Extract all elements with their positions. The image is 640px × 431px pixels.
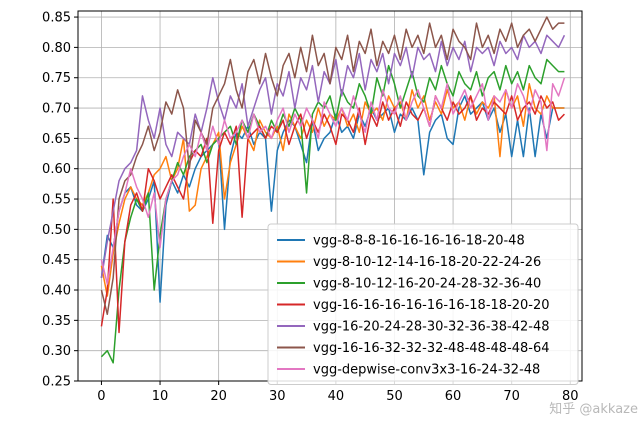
y-tick-label: 0.45 [42, 253, 71, 268]
y-tick-label: 0.40 [42, 284, 71, 299]
series-line-7 [100, 77, 566, 285]
x-tick-label: 0 [97, 389, 105, 404]
y-tick-label: 0.70 [42, 102, 71, 117]
x-tick-label: 20 [210, 389, 227, 404]
series-group [100, 16, 566, 364]
x-tick-label: 50 [386, 389, 403, 404]
watermark-text: 知乎 @akkaze [549, 401, 638, 417]
y-tick-label: 0.75 [42, 71, 71, 86]
legend-label-4: vgg-16-16-16-16-16-16-18-18-20-20 [313, 298, 550, 313]
legend: vgg-8-8-8-16-16-16-16-18-20-48 vgg-8-10-1… [267, 223, 579, 385]
x-tick-label: 80 [562, 389, 579, 404]
x-tick-label: 60 [445, 389, 462, 404]
legend-label-7: vgg-depwise-conv3x3-16-24-32-48 [313, 363, 540, 378]
legend-label-3: vgg-8-10-12-16-20-24-28-32-36-40 [313, 277, 541, 292]
y-tick-label: 0.25 [42, 375, 71, 390]
series-line-5 [100, 34, 566, 279]
y-tick-label: 0.55 [42, 193, 71, 208]
x-tick-label: 10 [152, 389, 169, 404]
series-line-6 [100, 16, 565, 316]
y-tick-label: 0.30 [42, 344, 71, 359]
y-tick-label: 0.35 [42, 314, 71, 329]
legend-label-2: vgg-8-10-12-14-16-18-20-22-24-26 [313, 255, 541, 270]
x-tick-label: 40 [328, 389, 345, 404]
legend-label-6: vgg-16-16-32-32-32-48-48-48-48-64 [313, 341, 550, 356]
y-tick-label: 0.65 [42, 132, 71, 147]
y-tick-label: 0.85 [42, 11, 71, 26]
legend-label-5: vgg-16-20-24-28-30-32-36-38-42-48 [313, 320, 550, 335]
x-tick-label: 30 [269, 389, 286, 404]
legend-box [267, 223, 579, 385]
series-line-3 [100, 58, 565, 364]
legend-label-1: vgg-8-8-8-16-16-16-16-18-20-48 [313, 234, 525, 249]
ticks: 0 10 20 30 40 50 60 70 80 0.25 0.30 0.35 0.40 0.45 0.5… [42, 11, 579, 404]
x-tick-label: 70 [503, 389, 520, 404]
y-tick-label: 0.50 [42, 223, 71, 238]
y-tick-label: 0.60 [42, 162, 71, 177]
y-tick-label: 0.80 [42, 41, 71, 56]
